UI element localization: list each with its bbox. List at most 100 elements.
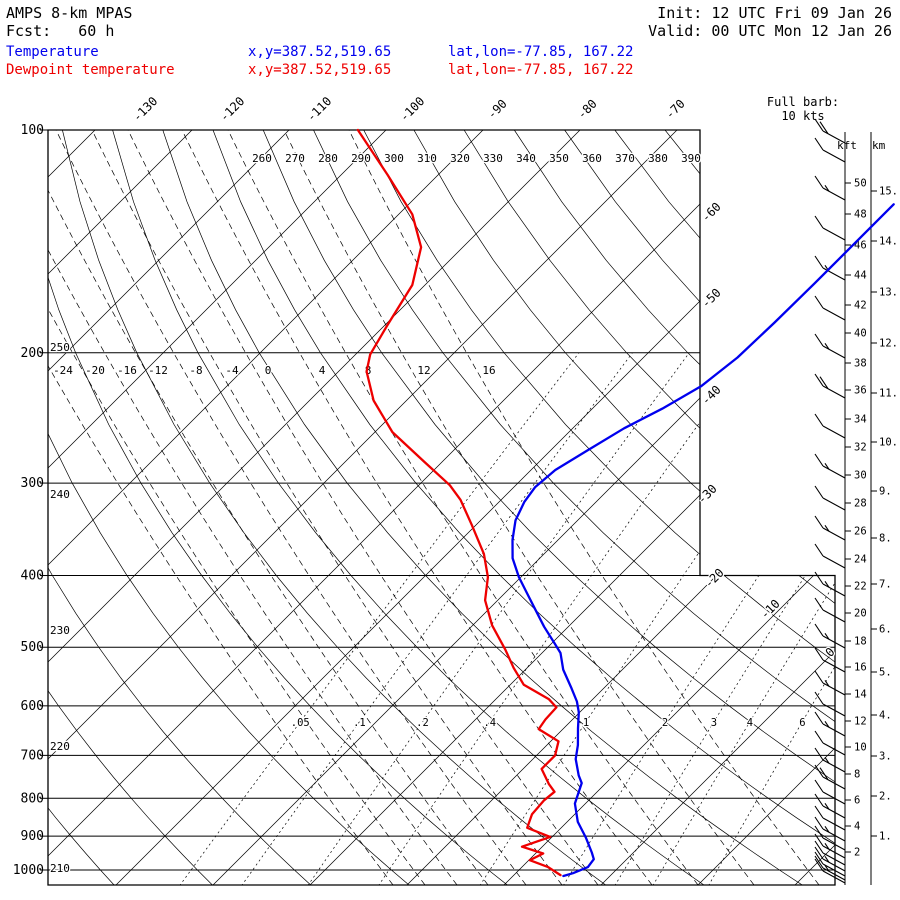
- pressure-label: 800: [21, 791, 44, 806]
- pressure-label: 700: [21, 748, 44, 763]
- kft-scale-label: 42: [854, 300, 867, 312]
- kft-scale-label: 12: [854, 716, 867, 728]
- kft-scale-label: 10: [854, 742, 867, 754]
- dry-adiabat-line: [48, 130, 312, 885]
- isotherm-line: [212, 130, 835, 885]
- moist-adiabat-label: 4: [319, 364, 326, 377]
- km-axis-title: km: [872, 139, 886, 152]
- moist-adiabat-line: [48, 130, 489, 885]
- moist-adiabat-line: [48, 130, 426, 885]
- dry-adiabat-line: [62, 130, 607, 885]
- dry-adiabat-label-top: 320: [450, 152, 470, 165]
- dry-adiabat-line: [313, 130, 835, 885]
- moist-adiabat-label: -24: [53, 364, 73, 377]
- mixing-ratio-line: [179, 352, 580, 885]
- kft-scale-label: 8: [854, 769, 860, 781]
- kft-scale-label: 40: [854, 328, 867, 340]
- dry-adiabat-label-left: 210: [50, 862, 70, 875]
- isotherm-line: [48, 130, 678, 885]
- km-scale-label: 8.: [879, 533, 892, 545]
- isotherm-label-top: -110: [304, 94, 334, 124]
- isotherm-label-right: -10: [758, 597, 783, 622]
- mixing-ratio-label: .05: [291, 717, 310, 729]
- moist-adiabat-label: -20: [85, 364, 105, 377]
- km-scale-label: 14.: [879, 236, 898, 248]
- dry-adiabat-line: [262, 130, 835, 885]
- km-scale-label: 10.: [879, 437, 898, 449]
- mixing-ratio-line: [307, 352, 690, 885]
- pressure-label: 100: [21, 123, 44, 138]
- temperature-curve: [511, 203, 895, 878]
- dry-adiabat-label-top: 370: [615, 152, 635, 165]
- dry-adiabat-line: [363, 130, 835, 885]
- mixing-ratio-label: 6: [799, 717, 805, 729]
- wind-barbs: [814, 118, 846, 884]
- kft-scale-label: 50: [854, 178, 867, 190]
- temperature-grid-xy: x,y=387.52,519.65: [248, 44, 392, 60]
- dewpoint-curve: [356, 128, 562, 877]
- km-scale-label: 11.: [879, 388, 898, 400]
- moist-adiabat-line: [55, 130, 527, 885]
- dry-adiabat-line: [413, 130, 835, 885]
- kft-scale-label: 48: [854, 209, 867, 221]
- kft-scale-label: 2: [854, 847, 860, 859]
- isotherm-label-right: -30: [695, 482, 720, 507]
- moist-adiabat-line: [48, 130, 394, 885]
- kft-scale-label: 34: [854, 414, 867, 426]
- kft-scale-label: 32: [854, 442, 867, 454]
- isotherm-label-top: -70: [663, 97, 688, 122]
- isotherm-label-top: -80: [575, 97, 600, 122]
- valid-time: Valid: 00 UTC Mon 12 Jan 26: [648, 22, 892, 40]
- dry-adiabat-label-top: 360: [582, 152, 602, 165]
- kft-scale-label: 22: [854, 581, 867, 593]
- pressure-label: 500: [21, 640, 44, 655]
- isotherm-label-right: -60: [699, 200, 724, 225]
- km-scale-label: 4.: [879, 710, 892, 722]
- mixing-ratio-label: .4: [483, 717, 496, 729]
- dry-adiabat-line: [48, 130, 411, 885]
- moist-adiabat-line: [181, 130, 653, 885]
- isotherm-label-right: -50: [699, 286, 724, 311]
- pressure-label: 600: [21, 699, 44, 714]
- mixing-ratio-label: 2: [662, 717, 668, 729]
- moist-adiabat-line: [48, 130, 458, 885]
- moist-adiabat-label: -16: [117, 364, 137, 377]
- isotherm-label-top: -90: [485, 97, 510, 122]
- km-scale-label: 7.: [879, 579, 892, 591]
- mixing-ratio-label: 3: [711, 717, 717, 729]
- mixing-ratio-line: [562, 352, 835, 885]
- moist-adiabat-label: 0: [265, 364, 272, 377]
- isotherm-line: [48, 130, 581, 885]
- kft-scale-label: 46: [854, 240, 867, 252]
- km-scale-label: 9.: [879, 486, 892, 498]
- temperature-latlon: lat,lon=-77.85, 167.22: [448, 44, 634, 60]
- isotherm-line: [48, 130, 484, 885]
- dry-adiabat-line: [0, 130, 16, 886]
- kft-scale-label: 4: [854, 821, 860, 833]
- moist-adiabat-line: [283, 130, 755, 885]
- pressure-label: 1000: [13, 863, 44, 878]
- moist-adiabat-label: 12: [417, 364, 430, 377]
- kft-scale-label: 38: [854, 358, 867, 370]
- isotherm-line: [503, 130, 835, 885]
- kft-scale-label: 28: [854, 498, 867, 510]
- km-scale-label: 6.: [879, 624, 892, 636]
- mixing-ratio-label: 4: [747, 717, 753, 729]
- forecast-hour: Fcst: 60 h: [6, 22, 115, 40]
- dewpoint-grid-xy: x,y=387.52,519.65: [248, 62, 392, 78]
- dry-adiabat-line: [48, 130, 214, 885]
- moist-adiabat-line: [127, 130, 599, 885]
- pressure-label: 300: [21, 476, 44, 491]
- dry-adiabat-label-top: 340: [516, 152, 536, 165]
- moist-adiabat-line: [348, 130, 820, 885]
- kft-scale-label: 18: [854, 636, 867, 648]
- moist-adiabat-label: -12: [148, 364, 168, 377]
- barb-legend-line1: Full barb:: [767, 95, 839, 109]
- dry-adiabat-line: [48, 130, 115, 885]
- dry-adiabat-label-left: 250: [50, 341, 70, 354]
- isotherm-label-top: -100: [397, 94, 427, 124]
- kft-scale-label: 20: [854, 608, 867, 620]
- dry-adiabat-label-left: 220: [50, 740, 70, 753]
- kft-scale-label: 14: [854, 689, 867, 701]
- moist-adiabat-label: 16: [482, 364, 495, 377]
